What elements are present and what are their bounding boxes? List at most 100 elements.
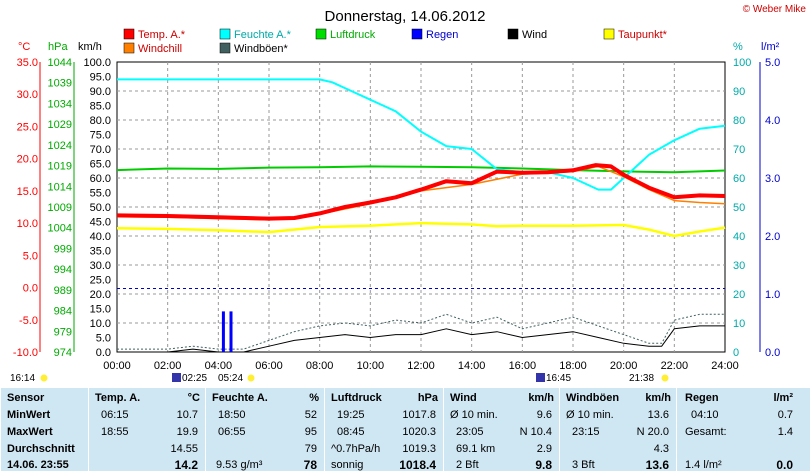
pressure-max-time: 08:45 <box>337 426 365 438</box>
pressure-tick-label: 1029 <box>48 119 72 131</box>
weather-forecast: sonnig <box>331 459 364 471</box>
x-tick-label: 24:00 <box>711 360 739 372</box>
pressure-tick-label: 1019 <box>48 161 72 173</box>
pressure-tick-label: 1034 <box>48 98 72 110</box>
x-tick-label: 22:00 <box>661 360 689 372</box>
temp-min-value: 10.7 <box>176 409 198 421</box>
stats-col-rain: Regen l/m² 04:10 0.7 Gesamt: 1.4 1.4 l/m² 0.… <box>676 388 810 472</box>
x-tick-label: 08:00 <box>306 360 334 372</box>
legend-label: Wind <box>522 29 547 41</box>
gusts-max-time: 23:15 <box>572 426 600 438</box>
wind-axis-unit: km/h <box>78 41 102 53</box>
x-tick-label: 06:00 <box>255 360 283 372</box>
rain-header: Regen <box>685 392 719 404</box>
temp-header: Temp. A. <box>95 392 141 404</box>
temp-tick-label: 15.0 <box>17 186 38 198</box>
rain-total-value: 1.4 <box>777 426 793 438</box>
stats-col-wind: Wind km/h Ø 10 min. 9.6 23:05 N 10.4 69.1 k… <box>443 388 560 472</box>
rain-total-label: Gesamt: <box>685 426 727 438</box>
humidity-tick-label: 40 <box>733 231 745 243</box>
gusts-beaufort: 3 Bft <box>572 459 595 471</box>
wind-tick-label: 5.0 <box>96 333 111 345</box>
rain-tick-label: 3.0 <box>765 173 780 185</box>
humidity-avg-value: 79 <box>304 443 317 455</box>
pressure-tick-label: 979 <box>54 326 72 338</box>
gusts-unit: km/h <box>645 392 671 404</box>
legend-swatch <box>219 42 231 54</box>
pressure-min-time: 19:25 <box>337 409 365 421</box>
humidity-tick-label: 20 <box>733 289 745 301</box>
rain-tick-label: 5.0 <box>765 57 780 69</box>
row-label-avg: Durchschnitt <box>7 443 75 455</box>
temp-tick-label: 35.0 <box>17 57 38 69</box>
weather-chart: Donnerstag, 14.06.2012 © Weber Mike Temp… <box>10 4 807 384</box>
copyright-label: © Weber Mike <box>743 4 807 15</box>
series-feuchte-a-line <box>117 78 726 191</box>
pressure-tick-label: 1004 <box>48 223 72 235</box>
x-tick-label: 18:00 <box>559 360 587 372</box>
sun-icon <box>661 374 669 382</box>
pressure-axis-unit: hPa <box>48 41 68 53</box>
wind-tick-label: 50.0 <box>90 202 111 214</box>
legend-swatch <box>123 28 135 40</box>
wind-tick-label: 75.0 <box>90 130 111 142</box>
humidity-current-value: 78 <box>303 458 317 472</box>
temp-tick-label: 20.0 <box>17 154 38 166</box>
humidity-header: Feuchte A. <box>212 392 268 404</box>
temp-tick-label: 5.0 <box>23 250 38 262</box>
pressure-avg-value: 1019.3 <box>402 443 436 455</box>
wind-tick-label: 90.0 <box>90 86 111 98</box>
wind-tick-label: 25.0 <box>90 275 111 287</box>
stats-table: Sensor MinWert MaxWert Durchschnitt 14.0… <box>0 388 810 472</box>
pressure-tick-label: 1039 <box>48 78 72 90</box>
sensor-header: Sensor <box>7 392 45 404</box>
moonset-label: 16:45 <box>546 373 571 384</box>
wind-tick-label: 85.0 <box>90 101 111 113</box>
chart-title: Donnerstag, 14.06.2012 <box>325 8 486 25</box>
wind-tick-label: 10.0 <box>90 318 111 330</box>
legend-swatch <box>123 42 135 54</box>
wind-tick-label: 40.0 <box>90 231 111 243</box>
rain-max-time: 04:10 <box>691 409 719 421</box>
series-wind-line <box>117 325 725 353</box>
temp-min-time: 06:15 <box>101 409 129 421</box>
humidity-tick-label: 50 <box>733 202 745 214</box>
legend-swatch <box>219 28 231 40</box>
wind-header: Wind <box>450 392 477 404</box>
pressure-tick-label: 1024 <box>48 140 72 152</box>
wind-tick-label: 15.0 <box>90 304 111 316</box>
legend-label: Taupunkt* <box>618 29 668 41</box>
rain-bar <box>229 311 233 352</box>
moon-icon <box>536 373 545 382</box>
stats-col-sensor: Sensor MinWert MaxWert Durchschnitt 14.0… <box>0 388 89 471</box>
temp-current-value: 14.2 <box>174 458 198 472</box>
pressure-tick-label: 1044 <box>48 57 72 69</box>
pressure-tick-label: 1009 <box>48 202 72 214</box>
pressure-tick-label: 974 <box>54 347 72 359</box>
humidity-tick-label: 70 <box>733 144 745 156</box>
sunrise-left-label: 16:14 <box>10 373 35 384</box>
temp-tick-label: -10.0 <box>13 347 38 359</box>
wind-tick-label: 20.0 <box>90 289 111 301</box>
wind-tick-label: 45.0 <box>90 217 111 229</box>
gusts-current-value: 13.6 <box>645 458 669 472</box>
grid <box>117 62 725 352</box>
legend-label: Windböen* <box>234 43 289 55</box>
humidity-min-value: 52 <box>304 409 317 421</box>
wind-run: 69.1 km <box>456 443 496 455</box>
rain-tick-label: 2.0 <box>765 231 780 243</box>
x-tick-label: 12:00 <box>407 360 435 372</box>
gusts-avg10-label: Ø 10 min. <box>566 409 614 421</box>
humidity-min-time: 18:50 <box>218 409 246 421</box>
wind-tick-label: 65.0 <box>90 159 111 171</box>
pressure-tick-label: 989 <box>54 285 72 297</box>
x-tick-label: 04:00 <box>205 360 233 372</box>
pressure-max-value: 1020.3 <box>402 426 436 438</box>
humidity-tick-label: 30 <box>733 260 745 272</box>
legend-label: Temp. A.* <box>138 29 186 41</box>
axes: 35.0 30.0 25.0 20.0 15.0 10.0 5.0 0.0 -5.0 -10.0 1… <box>13 57 780 372</box>
legend-label: Luftdruck <box>330 29 376 41</box>
moon-icon <box>172 373 181 382</box>
wind-max-value: N 10.4 <box>519 426 552 438</box>
temp-max-time: 18:55 <box>101 426 129 438</box>
